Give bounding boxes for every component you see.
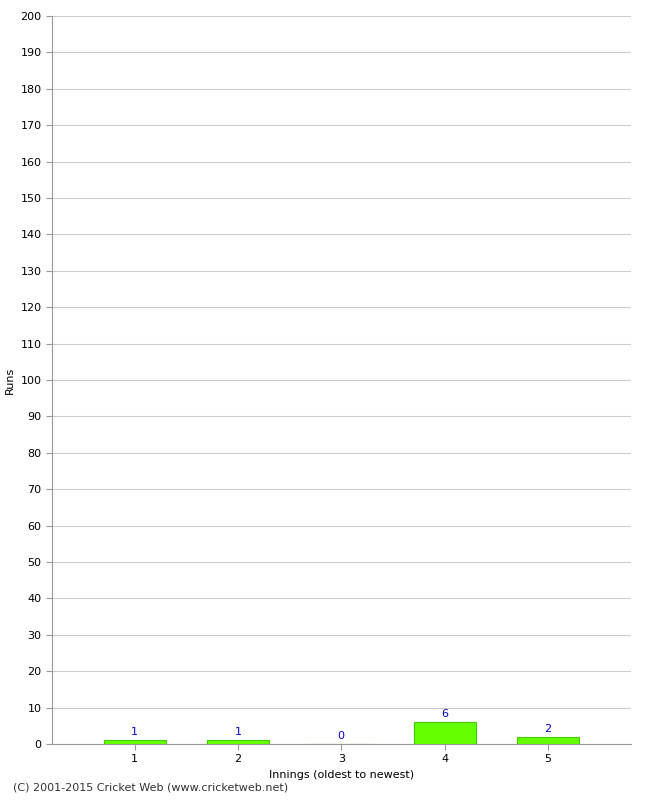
X-axis label: Innings (oldest to newest): Innings (oldest to newest) [268,770,414,780]
Y-axis label: Runs: Runs [5,366,15,394]
Text: 0: 0 [338,731,344,741]
Bar [207,740,269,744]
Bar [413,722,476,744]
Text: 2: 2 [544,724,551,734]
Text: 1: 1 [131,727,138,738]
Text: 6: 6 [441,710,448,719]
Bar [103,740,166,744]
Bar [517,737,579,744]
Text: 1: 1 [235,727,241,738]
Text: (C) 2001-2015 Cricket Web (www.cricketweb.net): (C) 2001-2015 Cricket Web (www.cricketwe… [13,782,288,792]
